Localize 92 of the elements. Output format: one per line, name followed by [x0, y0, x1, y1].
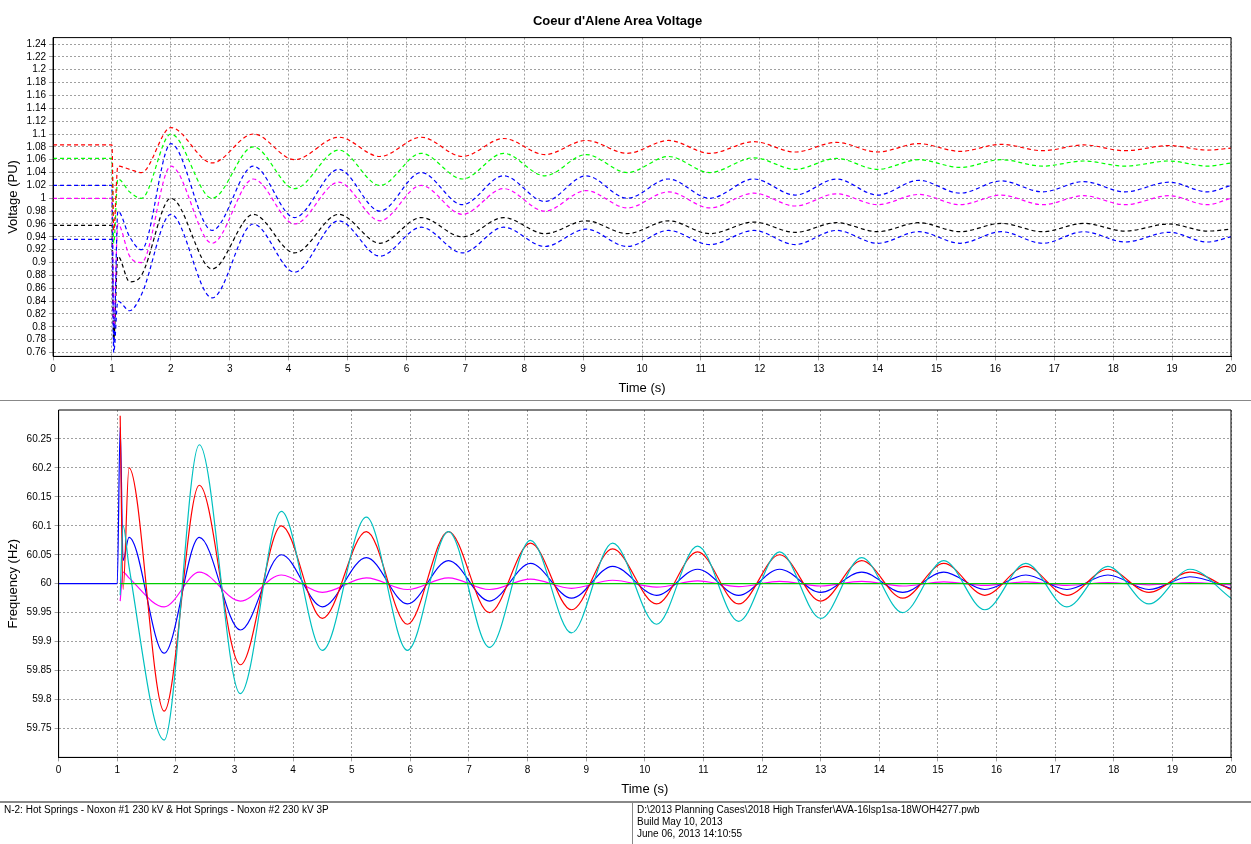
x-tick-label: 10 [636, 363, 649, 375]
y-tick-label: 60.25 [26, 432, 53, 444]
x-tick-label: 19 [1166, 363, 1179, 375]
text: Build May 10, 2013 [637, 816, 724, 828]
x-tick-label: 4 [290, 764, 297, 776]
y-tick-label: 60.2 [32, 461, 53, 473]
y-tick-label: 60.1 [32, 519, 53, 531]
y-tick-label: 60 [40, 577, 53, 589]
y-tick-label: 0.76 [26, 346, 47, 358]
y-tick-label: 1.06 [26, 153, 47, 165]
y-tick-label: 0.82 [26, 307, 47, 319]
x-tick-label: 14 [872, 363, 884, 375]
x-tick-label: 6 [403, 363, 410, 375]
x-tick-label: 18 [1107, 363, 1120, 375]
y-tick-label: 1.2 [32, 63, 47, 75]
x-tick-label: 8 [521, 363, 528, 375]
x-tick-label: 14 [873, 764, 886, 776]
y-tick-label: 0.98 [26, 204, 47, 216]
x-tick-label: 2 [168, 363, 175, 375]
y-tick-label: 0.96 [26, 217, 47, 229]
line-series [119, 571, 1231, 608]
x-tick-label: 3 [226, 363, 233, 375]
x-tick-label: 17 [1049, 764, 1062, 776]
y-tick-label: 1.22 [26, 50, 47, 62]
y-axis-title: Frequency (Hz) [5, 538, 21, 629]
x-tick-label: 15 [930, 363, 943, 375]
line-series [53, 133, 1231, 244]
y-tick-label: 1.1 [32, 127, 47, 139]
line-series [119, 415, 1231, 712]
y-tick-label: 59.9 [32, 635, 53, 647]
x-tick-label: 5 [344, 363, 351, 375]
x-tick-label: 16 [990, 764, 1003, 776]
y-tick-label: 59.95 [26, 606, 53, 618]
y-tick-label: 0.84 [26, 294, 47, 306]
x-tick-label: 12 [754, 363, 766, 375]
x-tick-label: 5 [348, 764, 355, 776]
x-tick-label: 9 [583, 764, 590, 776]
y-tick-label: 0.92 [26, 243, 47, 255]
x-tick-label: 2 [173, 764, 180, 776]
x-axis-title: Time (s) [618, 379, 666, 395]
y-tick-label: 1.12 [26, 114, 47, 126]
x-tick-label: 19 [1166, 764, 1179, 776]
y-tick-label: 0.94 [26, 230, 47, 242]
text: N-2: Hot Springs - Noxon #1 230 kV & Hot Springs - Noxon #2 230 kV 3P [4, 804, 330, 816]
x-tick-label: 13 [813, 363, 825, 375]
line-series [119, 444, 1231, 741]
y-tick-label: 59.8 [32, 693, 53, 705]
x-tick-label: 18 [1108, 764, 1120, 776]
x-tick-label: 4 [285, 363, 292, 375]
chart-title: Coeur d'Alene Area Voltage [532, 13, 703, 29]
x-tick-label: 9 [580, 363, 587, 375]
y-tick-label: 60.05 [26, 548, 53, 560]
y-tick-label: 1.18 [26, 76, 47, 88]
y-axis-title: Voltage (PU) [5, 160, 21, 234]
y-tick-label: 1.04 [26, 166, 47, 178]
x-tick-label: 0 [50, 363, 57, 375]
x-tick-label: 7 [466, 764, 473, 776]
y-tick-label: 1 [40, 192, 47, 204]
x-tick-label: 6 [407, 764, 414, 776]
y-tick-label: 0.78 [26, 333, 47, 345]
y-tick-label: 1.24 [26, 37, 47, 49]
x-tick-label: 13 [815, 764, 827, 776]
y-tick-label: 60.15 [26, 490, 53, 502]
text: June 06, 2013 14:10:55 [637, 828, 744, 840]
x-tick-label: 15 [932, 764, 944, 776]
text: D:\2013 Planning Cases\2018 High Transfer\AVA-16lsp1sa-18WOH4277.pwb [637, 804, 981, 816]
x-tick-label: 1 [109, 363, 116, 375]
y-tick-label: 0.9 [32, 256, 47, 268]
x-tick-label: 17 [1048, 363, 1061, 375]
y-tick-label: 0.86 [26, 282, 47, 294]
x-tick-label: 11 [695, 363, 707, 375]
x-tick-label: 12 [756, 764, 769, 776]
x-tick-label: 11 [698, 764, 710, 776]
y-tick-label: 59.75 [26, 722, 53, 734]
x-tick-label: 3 [231, 764, 238, 776]
x-tick-label: 1 [114, 764, 121, 776]
y-tick-label: 1.02 [26, 179, 47, 191]
y-tick-label: 0.88 [26, 269, 47, 281]
x-tick-label: 8 [524, 764, 531, 776]
y-tick-label: 59.85 [26, 664, 53, 676]
y-tick-label: 0.8 [32, 320, 47, 332]
x-tick-label: 20 [1225, 764, 1237, 776]
x-tick-label: 10 [639, 764, 651, 776]
y-tick-label: 1.16 [26, 89, 47, 101]
x-tick-label: 20 [1225, 363, 1237, 375]
x-tick-label: 0 [55, 764, 62, 776]
y-tick-label: 1.14 [26, 102, 47, 114]
x-tick-label: 16 [989, 363, 1002, 375]
line-series [53, 126, 1231, 232]
x-axis-title: Time (s) [621, 780, 669, 796]
x-tick-label: 7 [462, 363, 469, 375]
y-tick-label: 1.08 [26, 140, 47, 152]
